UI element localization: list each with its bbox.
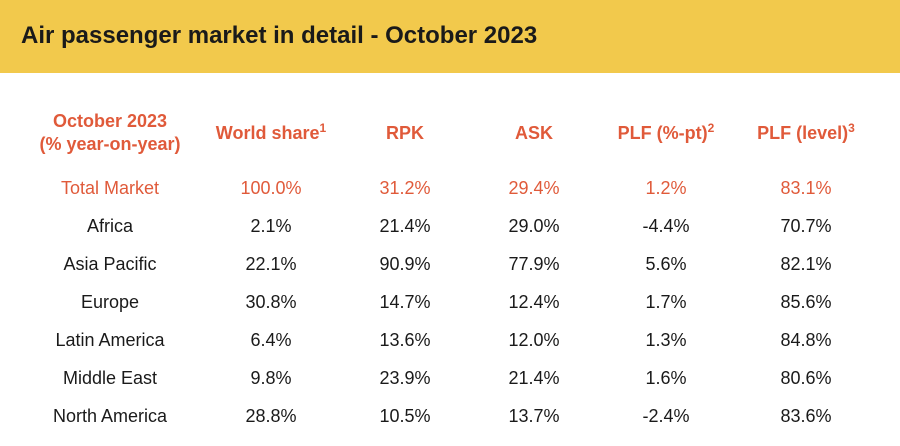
column-header-ask-label: ASK [514, 122, 553, 143]
cell-region: Total Market [60, 177, 160, 198]
table-row-latin-america: Latin America 6.4% 13.6% 12.0% 1.3% 84.8… [18, 321, 878, 359]
cell-rpk: 23.9% [379, 367, 431, 388]
cell-plf-level: 80.6% [780, 367, 832, 388]
cell-plf-level: 85.6% [780, 291, 832, 312]
column-header-rpk: RPK [340, 103, 470, 169]
column-header-rpk-label: RPK [385, 122, 424, 143]
cell-ask: 77.9% [508, 253, 560, 274]
cell-ask: 13.7% [508, 405, 560, 426]
table-row-europe: Europe 30.8% 14.7% 12.4% 1.7% 85.6% [18, 283, 878, 321]
cell-world-share: 28.8% [245, 405, 297, 426]
cell-plf-level: 82.1% [780, 253, 832, 274]
cell-ask: 21.4% [508, 367, 560, 388]
cell-plf-pt: 1.3% [645, 329, 687, 350]
column-header-plf-level-label: PLF (level) [757, 122, 849, 143]
cell-world-share: 9.8% [250, 367, 292, 388]
cell-plf-pt: -2.4% [642, 405, 690, 426]
table-row-middle-east: Middle East 9.8% 23.9% 21.4% 1.6% 80.6% [18, 359, 878, 397]
cell-plf-level: 70.7% [780, 215, 832, 236]
title-banner: Air passenger market in detail - October… [0, 0, 900, 73]
table-row-north-america: North America 28.8% 10.5% 13.7% -2.4% 83… [18, 397, 878, 435]
cell-plf-level: 83.6% [780, 405, 832, 426]
cell-rpk: 21.4% [379, 215, 431, 236]
cell-world-share: 30.8% [245, 291, 297, 312]
cell-plf-level: 83.1% [780, 177, 832, 198]
cell-region: Asia Pacific [63, 253, 157, 274]
cell-region: Africa [86, 215, 133, 236]
cell-region: Latin America [55, 329, 165, 350]
cell-ask: 12.0% [508, 329, 560, 350]
column-header-period: October 2023 (% year-on-year) [18, 103, 202, 169]
column-header-plf-level: PLF (level)3 [734, 103, 878, 169]
cell-plf-pt: 1.7% [645, 291, 687, 312]
cell-plf-level: 84.8% [780, 329, 832, 350]
table-row-total-market: Total Market 100.0% 31.2% 29.4% 1.2% 83.… [18, 169, 878, 207]
table-header-row: October 2023 (% year-on-year) World shar… [18, 103, 878, 169]
column-header-period-line2: (% year-on-year) [39, 134, 181, 154]
cell-rpk: 13.6% [379, 329, 431, 350]
cell-rpk: 10.5% [379, 405, 431, 426]
page-title: Air passenger market in detail - October… [21, 22, 538, 49]
cell-region: Europe [80, 291, 140, 312]
column-header-world-share: World share1 [202, 103, 340, 169]
cell-world-share: 6.4% [250, 329, 292, 350]
footnote-marker-3: 3 [848, 120, 855, 135]
cell-plf-pt: 1.6% [645, 367, 687, 388]
market-table: October 2023 (% year-on-year) World shar… [18, 103, 878, 435]
cell-world-share: 100.0% [240, 177, 302, 198]
column-header-world-share-label: World share [215, 122, 320, 143]
cell-ask: 12.4% [508, 291, 560, 312]
cell-region: North America [52, 405, 168, 426]
table-row-africa: Africa 2.1% 21.4% 29.0% -4.4% 70.7% [18, 207, 878, 245]
column-header-plf-pt: PLF (%-pt)2 [598, 103, 734, 169]
column-header-plf-pt-label: PLF (%-pt) [617, 122, 708, 143]
cell-plf-pt: 1.2% [645, 177, 687, 198]
cell-plf-pt: 5.6% [645, 253, 687, 274]
footnote-marker-2: 2 [707, 120, 715, 135]
cell-plf-pt: -4.4% [642, 215, 690, 236]
cell-rpk: 90.9% [379, 253, 431, 274]
table-row-asia-pacific: Asia Pacific 22.1% 90.9% 77.9% 5.6% 82.1… [18, 245, 878, 283]
cell-ask: 29.0% [508, 215, 560, 236]
cell-world-share: 22.1% [245, 253, 297, 274]
cell-ask: 29.4% [508, 177, 560, 198]
cell-world-share: 2.1% [250, 215, 292, 236]
cell-rpk: 31.2% [379, 177, 431, 198]
cell-region: Middle East [62, 367, 158, 388]
column-header-period-line1: October 2023 [52, 111, 168, 131]
column-header-ask: ASK [470, 103, 598, 169]
footnote-marker-1: 1 [319, 120, 327, 135]
cell-rpk: 14.7% [379, 291, 431, 312]
